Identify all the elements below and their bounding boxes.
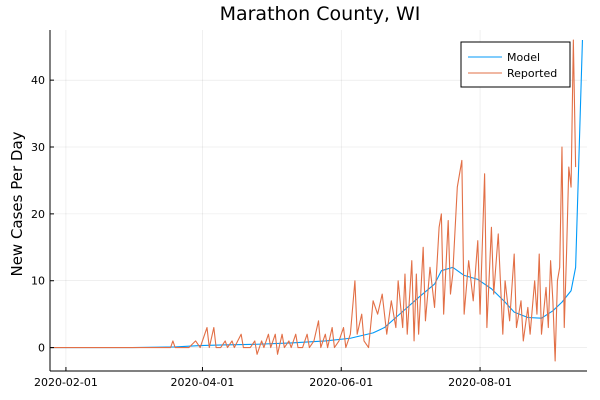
axes [49, 30, 587, 372]
x-tick-label: 2020-08-01 [448, 376, 512, 389]
legend-label-model: Model [507, 51, 540, 64]
legend-label-reported: Reported [507, 67, 557, 80]
x-tick-label: 2020-02-01 [34, 376, 98, 389]
x-tick-label: 2020-04-01 [170, 376, 234, 389]
y-tick-label: 30 [31, 141, 45, 154]
series-layer [50, 39, 583, 362]
legend: Model Reported [460, 41, 571, 88]
chart-title: Marathon County, WI [220, 3, 421, 25]
y-ticks: 0 10 20 30 40 [31, 74, 54, 355]
y-tick-label: 0 [38, 342, 45, 355]
legend-box [460, 41, 571, 88]
x-ticks: 2020-02-01 2020-04-01 2020-06-01 2020-08-01 [34, 367, 512, 389]
y-tick-label: 40 [31, 74, 45, 87]
series-line-reported [50, 39, 577, 362]
x-tick-label: 2020-06-01 [309, 376, 373, 389]
y-axis-label: New Cases Per Day [8, 131, 26, 276]
series-line-model [50, 40, 583, 349]
y-tick-label: 20 [31, 208, 45, 221]
y-tick-label: 10 [31, 275, 45, 288]
